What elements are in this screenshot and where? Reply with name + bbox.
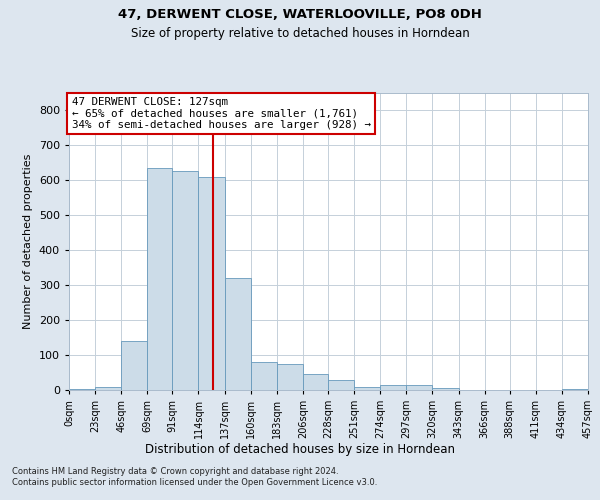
Bar (148, 168, 172, 390)
Bar (380, 385, 406, 390)
Bar (406, 385, 433, 390)
Text: Size of property relative to detached houses in Horndean: Size of property relative to detached ho… (131, 28, 469, 40)
Bar (354, 386, 380, 390)
Bar (199, 176, 224, 390)
Text: 47, DERWENT CLOSE, WATERLOOVILLE, PO8 0DH: 47, DERWENT CLOSE, WATERLOOVILLE, PO8 0D… (118, 8, 482, 20)
Bar (121, 341, 148, 390)
Bar (95, 386, 121, 390)
Bar (433, 388, 458, 390)
Bar (224, 278, 251, 390)
Text: 47 DERWENT CLOSE: 127sqm
← 65% of detached houses are smaller (1,761)
34% of sem: 47 DERWENT CLOSE: 127sqm ← 65% of detach… (71, 97, 371, 130)
Text: Distribution of detached houses by size in Horndean: Distribution of detached houses by size … (145, 442, 455, 456)
Bar (172, 171, 199, 390)
Text: Contains HM Land Registry data © Crown copyright and database right 2024.
Contai: Contains HM Land Registry data © Crown c… (12, 468, 377, 487)
Bar (303, 374, 328, 390)
Bar (328, 380, 354, 390)
Bar (277, 364, 303, 390)
Y-axis label: Number of detached properties: Number of detached properties (23, 154, 33, 329)
Bar (251, 362, 277, 390)
